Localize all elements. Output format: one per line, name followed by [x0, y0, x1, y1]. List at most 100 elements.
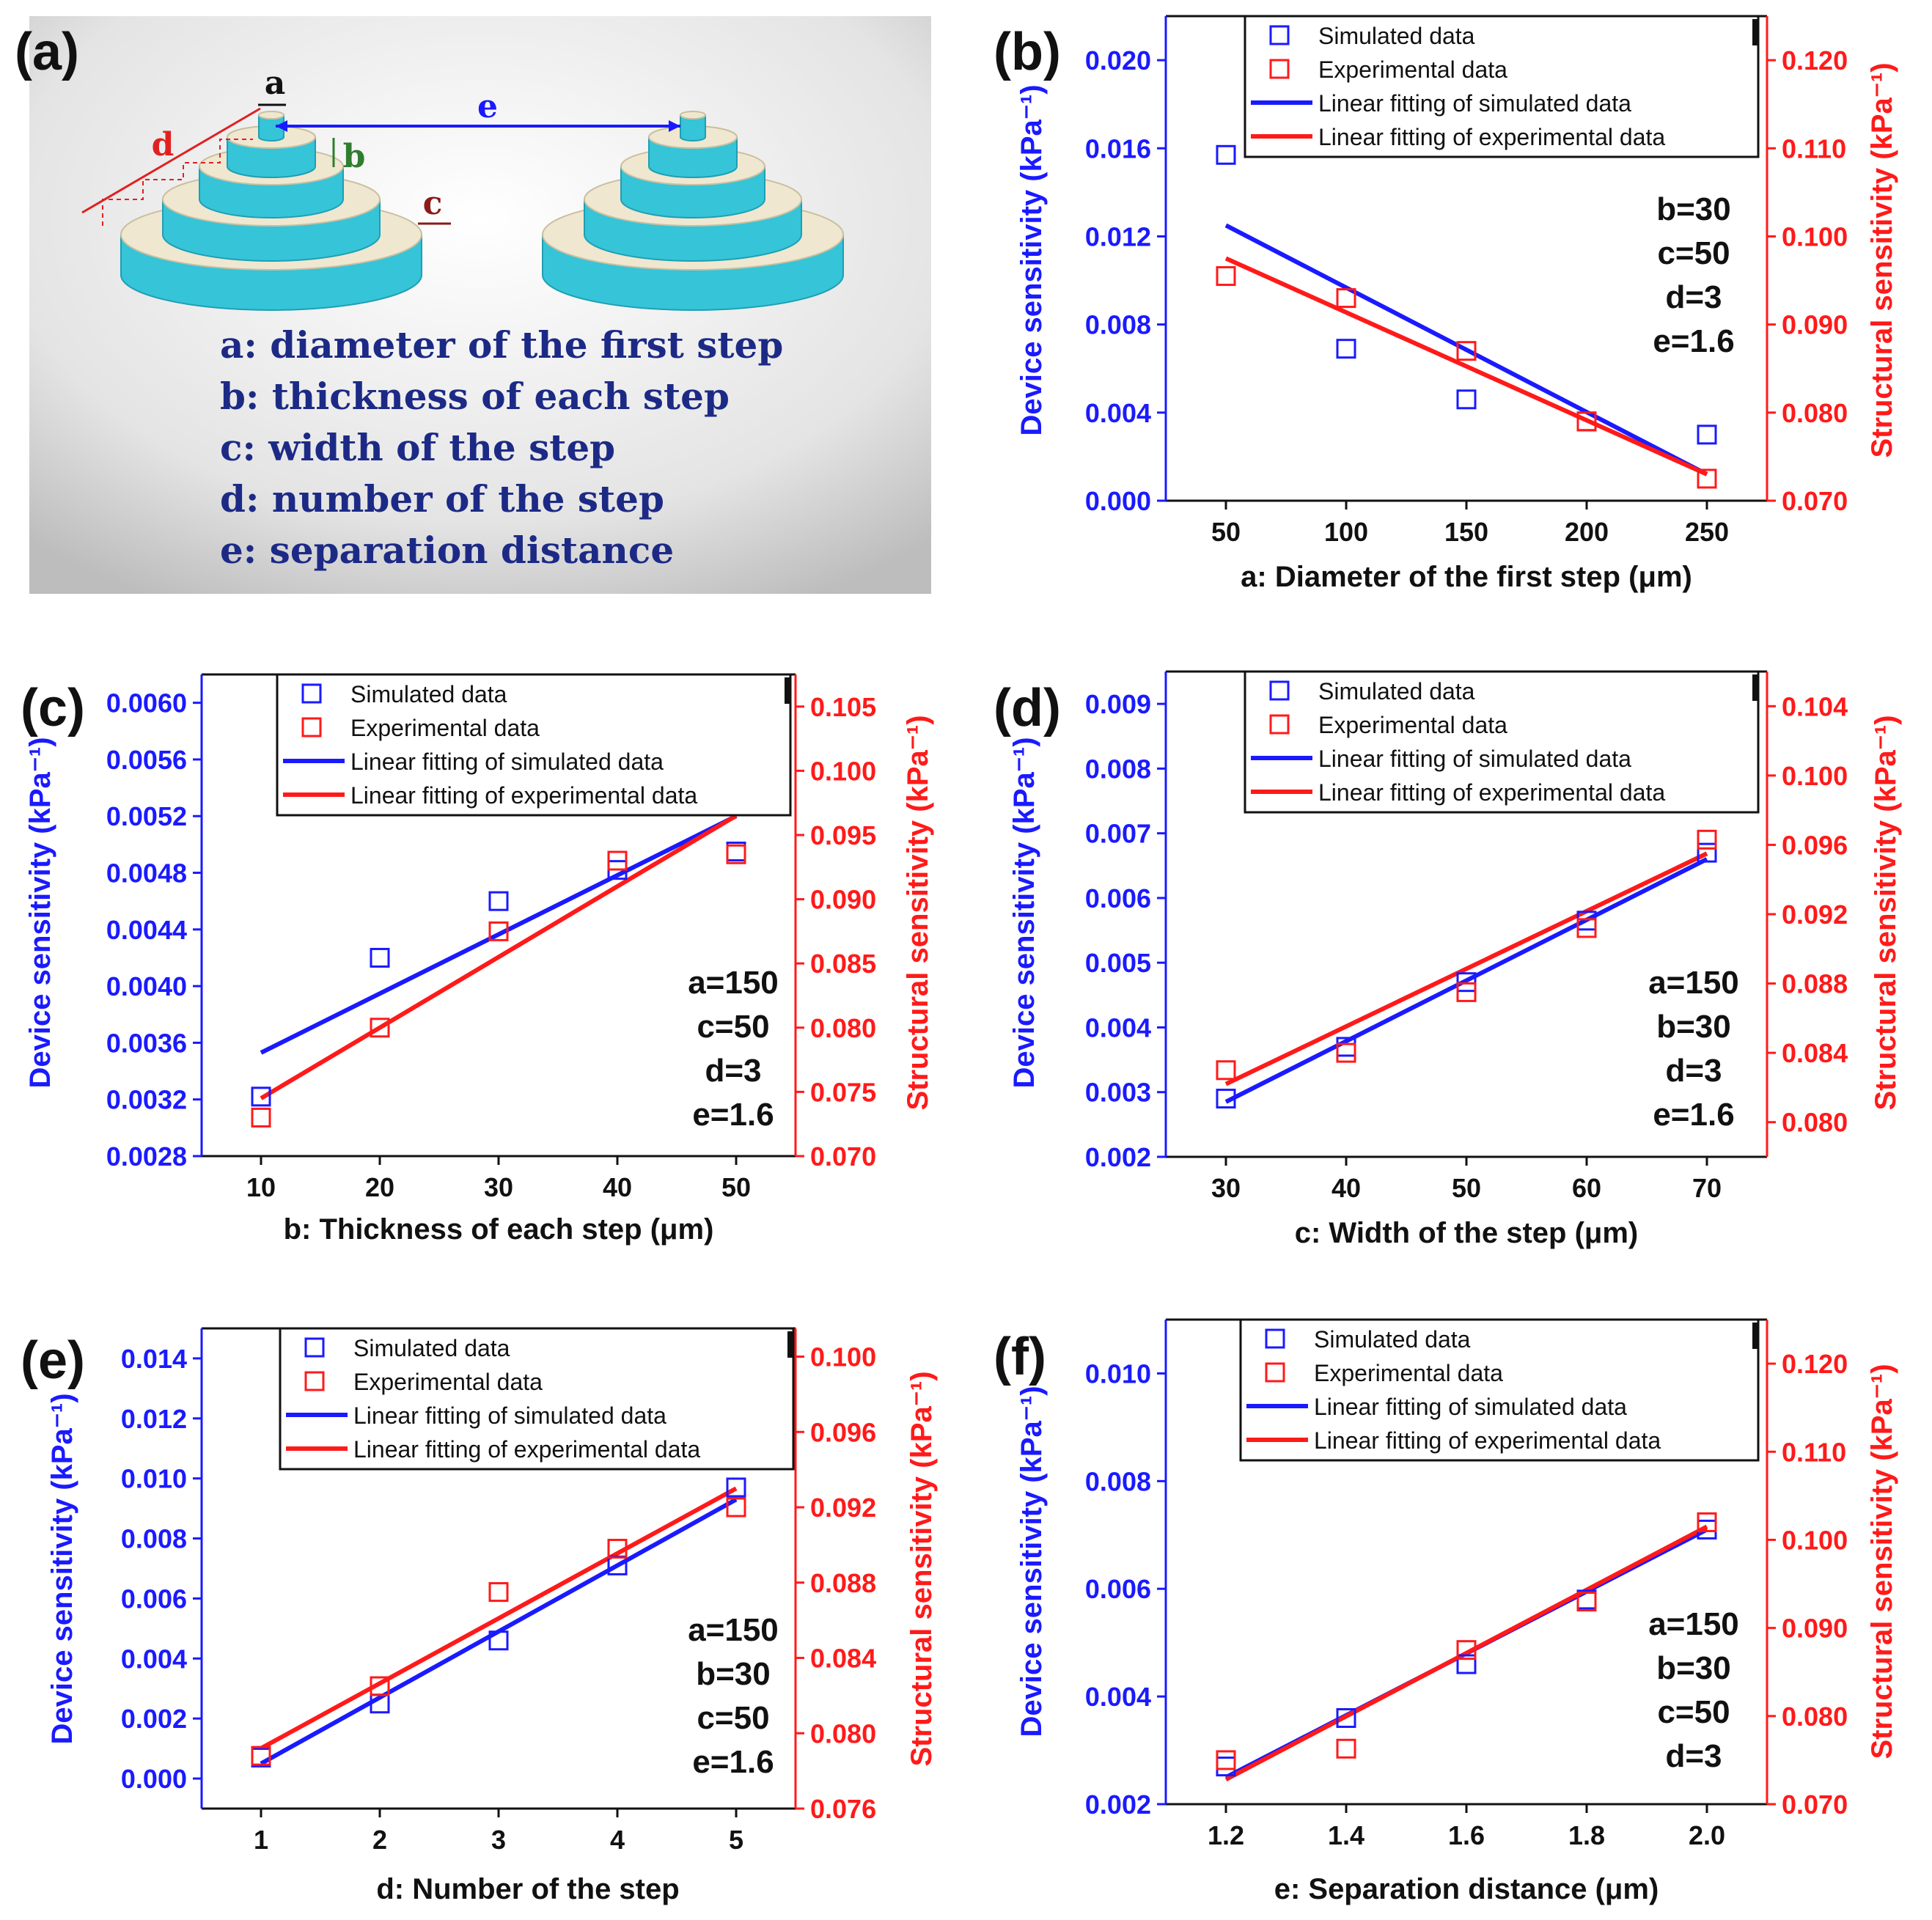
legend-label: Experimental data — [1318, 56, 1507, 83]
fit-line-simulated — [260, 814, 738, 1055]
x-tick-label: 40 — [603, 1172, 632, 1202]
y-tick-label-right: 0.080 — [1782, 1108, 1848, 1138]
legend-label: Linear fitting of experimental data — [353, 1436, 700, 1463]
y-tick-label-left: 0.000 — [1085, 486, 1151, 516]
parameter-label: e=1.6 — [692, 1097, 774, 1133]
point-experimental — [488, 921, 509, 941]
fit-line-simulated — [1224, 223, 1708, 477]
point-experimental — [1456, 982, 1477, 1002]
y-tick-label-left: 0.020 — [1085, 45, 1151, 76]
x-tick-label: 50 — [721, 1172, 751, 1202]
x-tick-label: 150 — [1444, 517, 1488, 547]
parameter-label: d=3 — [1665, 1738, 1722, 1774]
definitions-list: a: diameter of the first step b: thicknes… — [220, 323, 783, 572]
legend: Simulated data Experimental data Linear fi… — [1244, 670, 1760, 814]
point-experimental — [607, 850, 628, 871]
y-tick-label-left: 0.0056 — [106, 745, 187, 775]
step-tier-right-5 — [680, 111, 706, 141]
fit-line-experimental — [260, 1486, 738, 1751]
x-tick-label: 50 — [1211, 517, 1241, 547]
legend-label: Simulated data — [353, 1335, 510, 1361]
y-tick-label-left: 0.004 — [1085, 1012, 1151, 1042]
x-tick-label: 1 — [254, 1825, 268, 1855]
x-axis-title: c: Width of the step (μm) — [1295, 1217, 1639, 1249]
legend-label: Linear fitting of simulated data — [353, 1402, 666, 1429]
parameter-label: b=30 — [696, 1656, 771, 1692]
y-axis-title-left: Device sensitivity (kPa⁻¹) — [1015, 84, 1048, 435]
y-tick-label-right: 0.080 — [1782, 398, 1848, 428]
legend: Simulated data Experimental data Linear fi… — [279, 1327, 795, 1471]
point-simulated — [370, 947, 390, 968]
y-tick-label-right: 0.100 — [1782, 221, 1848, 251]
y-axis-title-right: Structural sensitivity (kPa⁻¹) — [1870, 715, 1902, 1110]
y-tick-label-left: 0.005 — [1085, 948, 1151, 978]
x-tick-label: 200 — [1565, 517, 1609, 547]
legend-label: Experimental data — [353, 1369, 543, 1395]
point-experimental — [607, 1539, 628, 1559]
parameter-label: a=150 — [688, 1612, 779, 1648]
schematic-panel: e a b c d a: diameter of the first step b: th… — [15, 16, 931, 594]
x-tick-label: 40 — [1332, 1173, 1361, 1203]
y-tick-label-right: 0.090 — [1782, 310, 1848, 340]
chart-0: 50 100 150 200 250 0.000 0.004 0.008 0.012 0.016 0… — [993, 15, 1898, 593]
y-tick-label-right: 0.088 — [810, 1568, 876, 1598]
point-experimental — [1456, 1640, 1477, 1660]
legend: Simulated data Experimental data Linear fi… — [1239, 1318, 1760, 1462]
parameter-label: b=30 — [1656, 1009, 1731, 1045]
point-experimental — [1336, 1042, 1356, 1063]
legend-label: Simulated data — [1314, 1326, 1471, 1353]
legend-label: Linear fitting of simulated data — [1318, 90, 1631, 117]
fit-line-experimental — [260, 814, 738, 1100]
y-tick-label-left: 0.004 — [1085, 1682, 1151, 1712]
point-simulated — [1456, 972, 1477, 993]
point-experimental — [1216, 266, 1236, 287]
point-experimental — [1336, 1738, 1356, 1759]
y-tick-label-left: 0.006 — [1085, 883, 1151, 913]
parameter-label: e=1.6 — [1653, 1097, 1734, 1133]
letter-e: e — [477, 88, 498, 125]
y-tick-label-left: 0.008 — [121, 1524, 187, 1554]
legend-marker-simulated — [1265, 1328, 1285, 1349]
x-tick-label: 4 — [610, 1825, 625, 1855]
point-simulated — [1456, 389, 1477, 410]
x-tick-label: 50 — [1452, 1173, 1481, 1203]
y-tick-label-left: 0.0052 — [106, 801, 187, 831]
y-tick-label-right: 0.100 — [810, 1342, 876, 1372]
y-tick-label-right: 0.080 — [1782, 1702, 1848, 1732]
x-tick-label: 1.8 — [1568, 1820, 1605, 1850]
y-tick-label-left: 0.0040 — [106, 971, 187, 1001]
point-experimental — [1697, 829, 1717, 850]
x-tick-label: 2 — [372, 1825, 387, 1855]
legend-label: Simulated data — [1318, 23, 1475, 49]
point-simulated — [251, 1086, 271, 1107]
x-tick-label: 2.0 — [1689, 1820, 1725, 1850]
legend-label: Linear fitting of simulated data — [350, 748, 664, 775]
y-tick-label-left: 0.006 — [1085, 1574, 1151, 1604]
y-tick-label-right: 0.090 — [810, 885, 876, 915]
x-tick-label: 30 — [484, 1172, 513, 1202]
y-tick-label-left: 0.008 — [1085, 754, 1151, 784]
y-tick-label-left: 0.003 — [1085, 1078, 1151, 1108]
x-tick-label: 1.2 — [1208, 1820, 1244, 1850]
x-tick-label: 20 — [365, 1172, 394, 1202]
y-tick-label-left: 0.007 — [1085, 819, 1151, 849]
y-axis-title-right: Structural sensitivity (kPa⁻¹) — [902, 715, 934, 1110]
definition-1: b: thickness of each step — [220, 375, 730, 418]
y-tick-label-right: 0.095 — [810, 820, 876, 850]
y-tick-label-left: 0.008 — [1085, 310, 1151, 340]
legend-label: Experimental data — [1314, 1360, 1503, 1386]
y-tick-label-right: 0.076 — [810, 1794, 876, 1824]
step-profile-dashed — [102, 139, 253, 226]
y-tick-label-left: 0.008 — [1085, 1466, 1151, 1496]
parameter-label: d=3 — [705, 1053, 761, 1089]
dimension-annotations: e a b c d — [81, 65, 680, 226]
y-tick-label-right: 0.100 — [1782, 761, 1848, 791]
point-experimental — [1576, 1592, 1597, 1612]
legend-marker-experimental — [304, 1371, 325, 1391]
y-tick-label-left: 0.004 — [1085, 398, 1151, 428]
y-tick-label-right: 0.092 — [1782, 900, 1848, 930]
legend: Simulated data Experimental data Linear fi… — [276, 673, 792, 817]
y-tick-label-left: 0.0048 — [106, 858, 187, 889]
x-axis-title: d: Number of the step — [376, 1873, 679, 1905]
